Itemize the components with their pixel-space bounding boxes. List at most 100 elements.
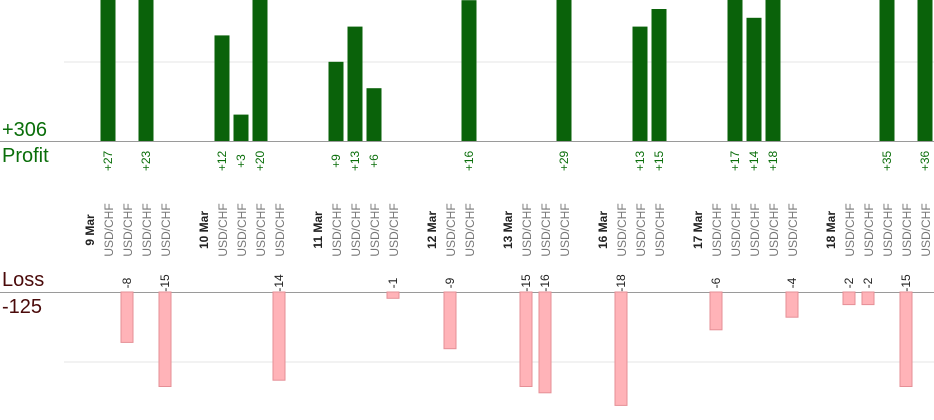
loss-bar: [861, 291, 875, 306]
data-label: -18: [614, 274, 628, 292]
category-label: USD/CHF: [463, 203, 477, 256]
category-label: USD/CHF: [653, 203, 667, 256]
data-label: +20: [253, 150, 267, 171]
category-label: USD/CHF: [900, 203, 914, 256]
data-label: +15: [652, 150, 666, 171]
category-label: USD/CHF: [767, 203, 781, 256]
data-label: +14: [747, 150, 761, 171]
data-label: +17: [728, 150, 742, 171]
data-label: +23: [139, 150, 153, 171]
profit-total: +306: [2, 119, 48, 141]
category-label: USD/CHF: [159, 203, 173, 256]
data-label: -15: [519, 274, 533, 292]
data-label: -16: [538, 274, 552, 292]
loss-total: -125: [2, 296, 43, 318]
data-label: -1: [386, 277, 400, 288]
profit-bar: [879, 0, 895, 141]
date-label: 18 Mar: [824, 211, 838, 249]
data-label: +13: [633, 150, 647, 171]
data-label: +36: [918, 150, 932, 171]
data-label: +27: [101, 150, 115, 171]
loss-bar: [386, 291, 400, 299]
data-label: +9: [329, 154, 343, 168]
category-label: USD/CHF: [919, 203, 933, 256]
category-label: USD/CHF: [539, 203, 553, 256]
data-label: +12: [215, 150, 229, 171]
date-label: 11 Mar: [311, 211, 325, 249]
category-label: USD/CHF: [330, 203, 344, 256]
loss-bar: [443, 291, 457, 350]
profit-bar: [328, 61, 344, 141]
category-label: USD/CHF: [368, 203, 382, 256]
data-label: -14: [272, 274, 286, 292]
loss-bar: [842, 291, 856, 306]
data-label: +35: [880, 150, 894, 171]
category-label: USD/CHF: [235, 203, 249, 256]
category-label: USD/CHF: [843, 203, 857, 256]
category-label: USD/CHF: [216, 203, 230, 256]
data-label: -4: [785, 277, 799, 288]
profit-bar: [727, 0, 743, 141]
category-label: USD/CHF: [520, 203, 534, 256]
data-label: +3: [234, 154, 248, 168]
loss-bar: [614, 291, 628, 406]
profit-bar: [632, 26, 648, 142]
data-label: +18: [766, 150, 780, 171]
data-label: +6: [367, 154, 381, 168]
category-label: USD/CHF: [444, 203, 458, 256]
category-label: USD/CHF: [121, 203, 135, 256]
category-label: USD/CHF: [729, 203, 743, 256]
data-label: -8: [120, 277, 134, 288]
category-label: USD/CHF: [102, 203, 116, 256]
date-label: 12 Mar: [425, 211, 439, 249]
data-label: -15: [899, 274, 913, 292]
category-label: USD/CHF: [387, 203, 401, 256]
profit-bar: [651, 9, 667, 141]
data-label: +13: [348, 150, 362, 171]
data-label: -2: [861, 277, 875, 288]
loss-bar: [272, 291, 286, 381]
data-label: +29: [557, 150, 571, 171]
category-label: USD/CHF: [273, 203, 287, 256]
category-label: USD/CHF: [881, 203, 895, 256]
profit-bar: [556, 0, 572, 141]
date-label: 16 Mar: [596, 211, 610, 249]
category-label: USD/CHF: [615, 203, 629, 256]
loss-bar: [785, 291, 799, 318]
profit-bar: [138, 0, 154, 141]
data-label: +16: [462, 150, 476, 171]
profit-bar: [252, 0, 268, 141]
data-label: -2: [842, 277, 856, 288]
category-label: USD/CHF: [710, 203, 724, 256]
data-label: -9: [443, 277, 457, 288]
profit-bar: [461, 0, 477, 142]
loss-bar: [709, 291, 723, 331]
category-label: USD/CHF: [254, 203, 268, 256]
profit-bar: [917, 0, 933, 141]
date-label: 10 Mar: [197, 211, 211, 249]
loss-bar: [158, 291, 172, 387]
profit-bar: [746, 17, 762, 141]
profit-label: Profit: [2, 145, 49, 167]
date-label: 13 Mar: [501, 211, 515, 249]
data-label: -6: [709, 277, 723, 288]
date-label: 17 Mar: [691, 211, 705, 249]
loss-bar: [120, 291, 134, 343]
date-label: 9 Mar: [83, 214, 97, 246]
category-label: USD/CHF: [634, 203, 648, 256]
profit-bar: [214, 35, 230, 141]
loss-bar: [519, 291, 533, 387]
category-label: USD/CHF: [862, 203, 876, 256]
category-label: USD/CHF: [140, 203, 154, 256]
profit-bar: [347, 26, 363, 142]
category-label: USD/CHF: [558, 203, 572, 256]
loss-label: Loss: [2, 269, 45, 291]
profit-bar: [233, 114, 249, 141]
category-label: USD/CHF: [748, 203, 762, 256]
loss-bar: [538, 291, 552, 394]
category-label: USD/CHF: [786, 203, 800, 256]
profit-bar: [100, 0, 116, 141]
data-label: -15: [158, 274, 172, 292]
profit-bar: [366, 88, 382, 141]
